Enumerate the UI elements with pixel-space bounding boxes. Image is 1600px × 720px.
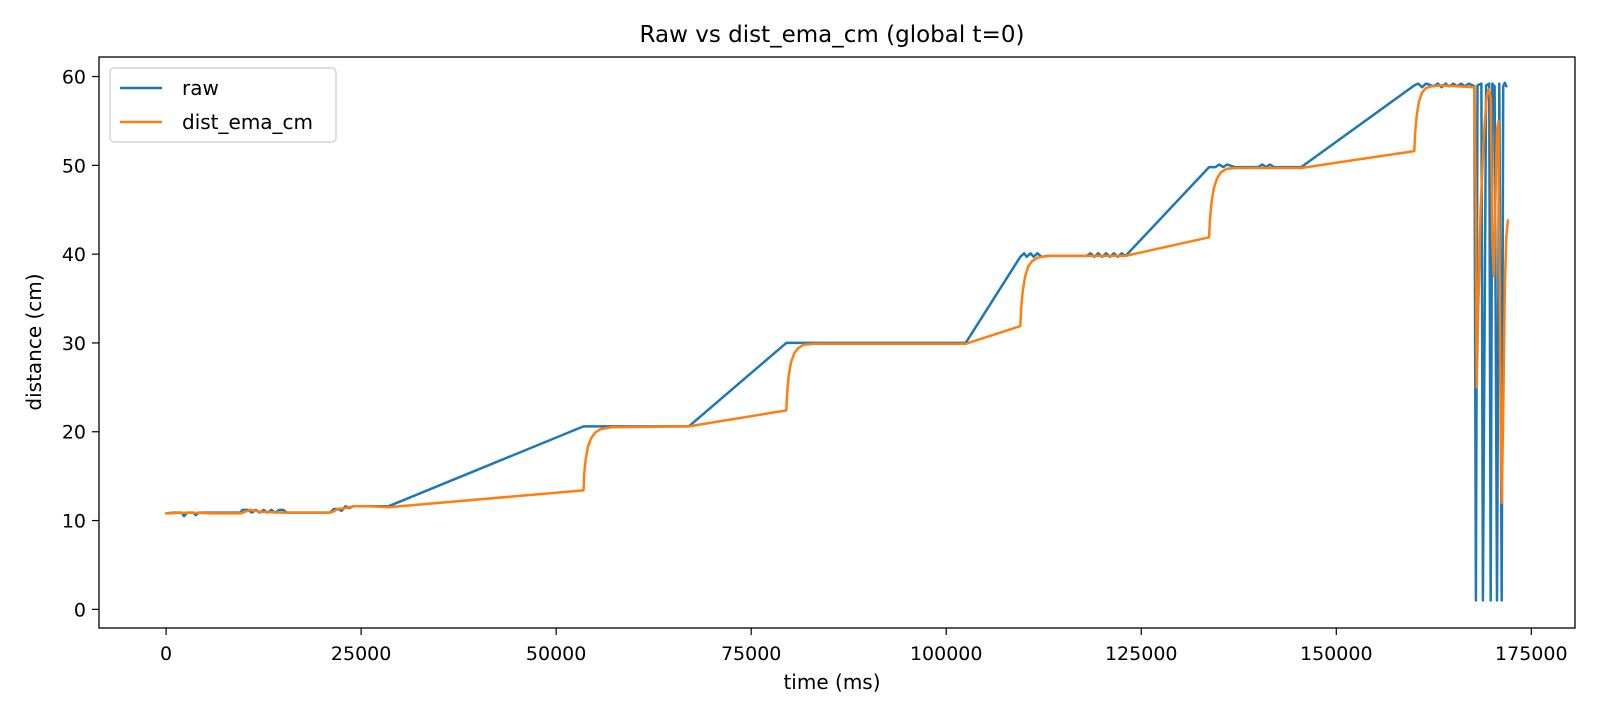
legend-label-dist-ema-cm: dist_ema_cm bbox=[182, 110, 313, 134]
x-tick-label: 50000 bbox=[526, 643, 586, 665]
plot-area bbox=[98, 56, 1576, 629]
x-tick-label: 0 bbox=[160, 643, 172, 665]
y-tick-label: 10 bbox=[62, 511, 86, 533]
y-tick-label: 30 bbox=[62, 333, 86, 355]
series-line-dist-ema-cm bbox=[164, 84, 1510, 515]
y-tick-label: 20 bbox=[62, 422, 86, 444]
x-axis: 0 25000 50000 75000 100000 125000 150000 175000 bbox=[160, 628, 1568, 665]
legend-box bbox=[109, 67, 337, 143]
x-tick-label: 100000 bbox=[910, 643, 983, 665]
y-tick-label: 40 bbox=[62, 244, 86, 266]
y-tick-label: 50 bbox=[62, 155, 86, 177]
series-layer bbox=[164, 81, 1510, 602]
y-tick-label: 60 bbox=[62, 67, 86, 89]
x-axis-label: time (ms) bbox=[783, 670, 880, 694]
y-axis-label: distance (cm) bbox=[22, 273, 46, 410]
x-tick-label: 25000 bbox=[331, 643, 391, 665]
y-axis: 0 10 20 30 40 50 60 bbox=[62, 67, 99, 621]
chart-title: Raw vs dist_ema_cm (global t=0) bbox=[640, 22, 1025, 48]
x-tick-label: 75000 bbox=[721, 643, 781, 665]
x-tick-label: 175000 bbox=[1495, 643, 1568, 665]
y-tick-label: 0 bbox=[74, 599, 86, 621]
x-tick-label: 150000 bbox=[1300, 643, 1373, 665]
legend: raw dist_ema_cm bbox=[109, 67, 337, 143]
x-tick-label: 125000 bbox=[1105, 643, 1178, 665]
legend-label-raw: raw bbox=[182, 76, 219, 100]
